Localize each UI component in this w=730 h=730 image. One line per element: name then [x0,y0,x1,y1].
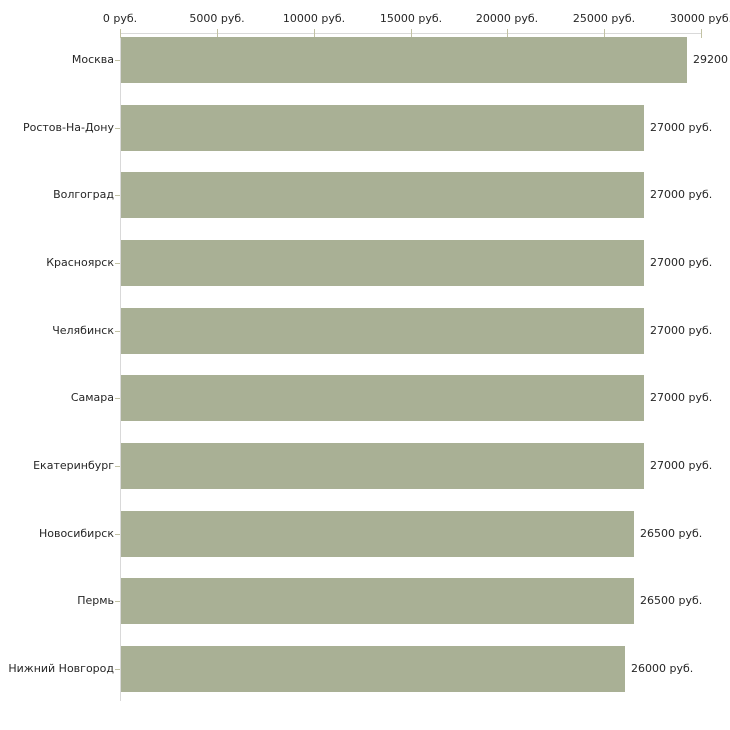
value-label: 27000 руб. [650,256,713,269]
y-axis-tick [115,263,120,264]
y-axis-line [120,33,121,701]
x-axis-tick-label: 5000 руб. [189,12,245,25]
category-label: Москва [71,53,114,66]
y-axis-tick [115,601,120,602]
value-label: 27000 руб. [650,324,713,337]
category-label: Самара [70,391,114,404]
category-label: Нижний Новгород [8,662,114,675]
bar-Ростов-На-Дону[interactable] [121,105,644,151]
y-axis-tick [115,669,120,670]
bar-Пермь[interactable] [121,578,634,624]
x-axis-tick [507,29,508,38]
x-axis-tick-label: 20000 руб. [475,12,539,25]
x-axis-tick-label: 0 руб. [102,12,138,25]
value-label: 26500 руб. [640,594,703,607]
value-label: 27000 руб. [650,188,713,201]
x-axis-tick-label: 30000 руб. [669,12,730,25]
y-axis-tick [115,398,120,399]
x-axis-tick [411,29,412,38]
x-axis-tick-label: 10000 руб. [282,12,346,25]
value-label: 26000 руб. [631,662,694,675]
category-label: Красноярск [46,256,114,269]
y-axis-tick [115,195,120,196]
value-label: 29200 руб. [693,53,730,66]
bar-Москва[interactable] [121,37,687,83]
category-label: Ростов-На-Дону [22,121,114,134]
category-label: Екатеринбург [33,459,114,472]
x-axis-tick-label: 15000 руб. [379,12,443,25]
x-axis-tick [701,29,702,38]
x-axis-tick [217,29,218,38]
y-axis-tick [115,534,120,535]
value-label: 27000 руб. [650,391,713,404]
category-label: Новосибирск [38,527,114,540]
y-axis-tick [115,60,120,61]
bar-Новосибирск[interactable] [121,511,634,557]
x-axis-tick [314,29,315,38]
bar-Челябинск[interactable] [121,308,644,354]
y-axis-tick [115,466,120,467]
bar-Нижний Новгород[interactable] [121,646,625,692]
bar-Волгоград[interactable] [121,172,644,218]
category-label: Пермь [77,594,114,607]
x-axis-tick-label: 25000 руб. [572,12,636,25]
bar-Красноярск[interactable] [121,240,644,286]
category-label: Волгоград [53,188,114,201]
x-axis-tick [604,29,605,38]
y-axis-tick [115,331,120,332]
category-label: Челябинск [52,324,114,337]
value-label: 27000 руб. [650,459,713,472]
value-label: 27000 руб. [650,121,713,134]
bar-Екатеринбург[interactable] [121,443,644,489]
bar-Самара[interactable] [121,375,644,421]
x-axis-tick [120,29,121,38]
value-label: 26500 руб. [640,527,703,540]
y-axis-tick [115,128,120,129]
